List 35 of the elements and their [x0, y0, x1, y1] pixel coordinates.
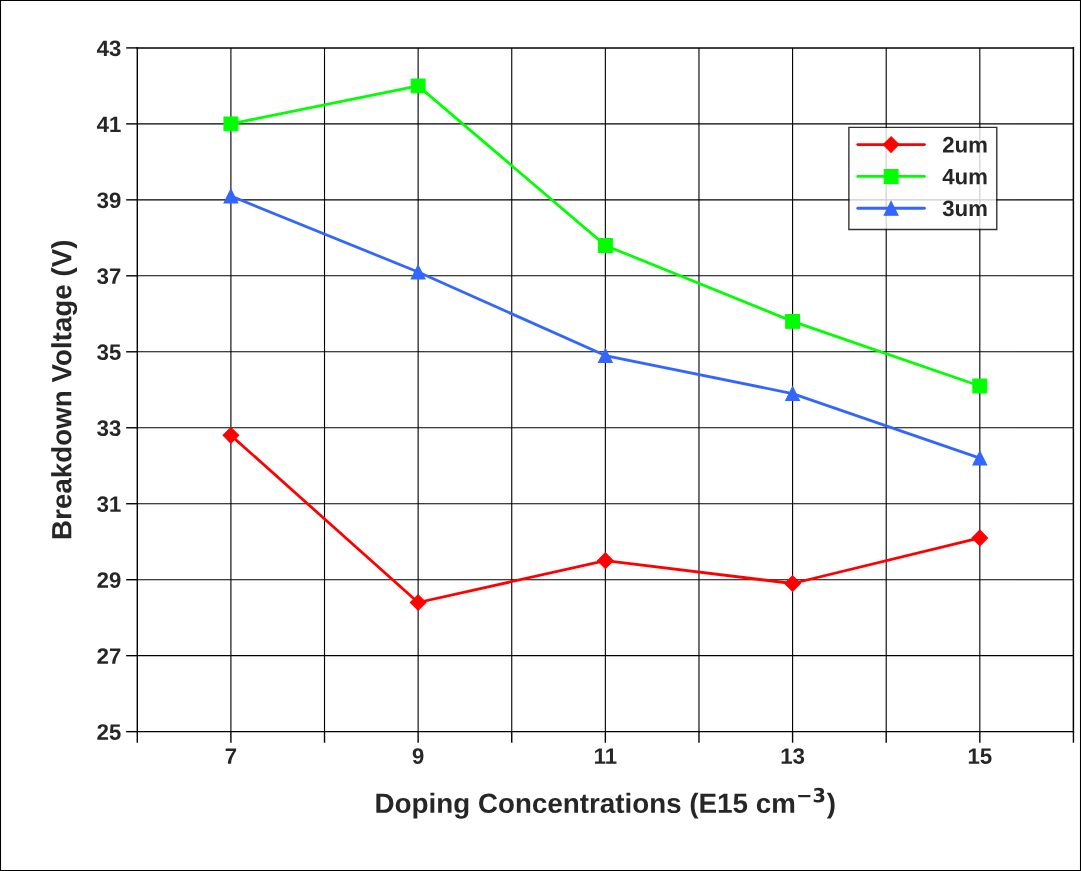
legend-label: 3um — [942, 200, 987, 217]
y-tick-label: 35 — [97, 344, 121, 361]
y-tick-label: 29 — [97, 572, 121, 588]
legend-label: 2um — [942, 136, 987, 153]
x-tick-label: 9 — [412, 748, 424, 764]
y-tick-label: 43 — [96, 40, 121, 57]
y-axis-title: Breakdown Voltage (V) — [51, 240, 78, 539]
y-tick-label: 25 — [97, 724, 121, 740]
point — [597, 237, 613, 253]
point — [597, 348, 613, 364]
point — [784, 575, 801, 592]
point — [971, 529, 989, 547]
point — [785, 386, 801, 402]
point — [223, 116, 239, 132]
point — [596, 552, 614, 570]
point — [972, 450, 988, 466]
point — [410, 78, 426, 94]
x-tick-label: 15 — [968, 748, 992, 764]
y-tick-label: 37 — [97, 268, 121, 285]
point — [972, 378, 988, 394]
point — [222, 426, 240, 444]
x-axis-title: Doping Concentrations (E15 cm$^{−3}$) — [376, 787, 835, 819]
point — [410, 264, 426, 280]
y-tick-label: 39 — [97, 192, 121, 209]
x-tick-label: 11 — [595, 748, 617, 764]
x-tick-label: 13 — [781, 748, 805, 764]
point — [785, 313, 801, 329]
y-tick-label: 33 — [97, 420, 121, 437]
point — [409, 594, 427, 611]
x-tick-label: 7 — [225, 748, 237, 764]
y-tick-label: 31 — [97, 496, 121, 513]
legend-label: 4um — [942, 168, 987, 185]
y-tick-label: 27 — [97, 648, 121, 664]
y-tick-label: 41 — [96, 116, 121, 132]
point — [223, 188, 239, 204]
